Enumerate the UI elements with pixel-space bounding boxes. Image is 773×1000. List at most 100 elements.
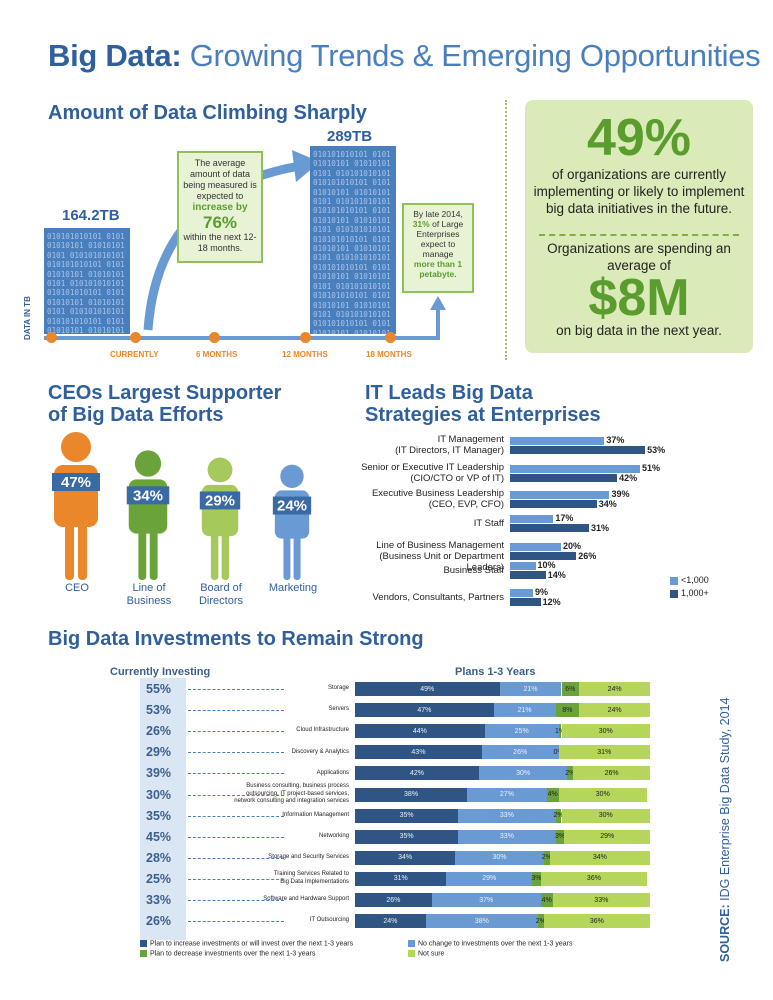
percent-badge-bg — [126, 486, 170, 505]
bar-segment: 2% — [536, 914, 546, 929]
timeline-label-12m: 12 MONTHS — [282, 350, 328, 359]
section-heading-it-leads: IT Leads Big Data Strategies at Enterpri… — [365, 382, 601, 426]
it-category-label: Business Staff — [443, 564, 504, 576]
investment-category-label: Applications — [316, 769, 349, 776]
it-value-large: 42% — [619, 472, 638, 483]
currently-investing-value: 53% — [146, 703, 172, 718]
stacked-bar: 26% 37% 4% 33% — [355, 893, 650, 907]
investment-category-label: Storage — [327, 685, 349, 692]
investments-legend: Plan to increase investments or will inv… — [140, 940, 660, 962]
y-axis-label: DATA IN TB — [23, 296, 32, 340]
investment-category-label: Discovery & Analytics — [291, 748, 349, 755]
it-bar-large — [510, 597, 541, 606]
investment-category-label: Training Services Related to Big Data Imp… — [273, 871, 349, 885]
it-bar-large — [510, 499, 597, 508]
stacked-bar: 42% 30% 2% 26% — [355, 766, 650, 781]
legend-notsure: Not sure — [408, 950, 444, 957]
bar-segment: 36% — [543, 914, 650, 929]
it-value-large: 53% — [647, 444, 666, 455]
stacked-bar: 31% 29% 3% 36% — [355, 871, 650, 886]
bar-segment: 2% — [553, 808, 564, 823]
it-bar-small — [510, 490, 610, 499]
person-leg-right — [149, 530, 158, 580]
person-leg-left — [138, 530, 147, 580]
it-value-large: 31% — [591, 522, 610, 533]
currently-investing-value: 33% — [146, 893, 172, 907]
timeline-dot-3 — [300, 332, 311, 343]
supporter-figures: 47% 34% 29% 24% — [52, 432, 312, 580]
investment-category-label: IT Outsourcing — [309, 917, 349, 924]
panel-divider — [539, 234, 739, 236]
petabyte-callout: By late 2014, 31% of Large Enterprises e… — [402, 203, 474, 293]
bar-segment: 34% — [355, 850, 456, 865]
it-bar-large — [510, 473, 618, 482]
currently-investing-value: 55% — [146, 682, 172, 696]
future-data-bar: 010101010101 010101010101 010101010101 0… — [310, 146, 396, 334]
person-head — [61, 432, 91, 462]
it-bar-small — [510, 514, 554, 523]
page-title: Big Data: Growing Trends & Emerging Oppo… — [48, 38, 761, 73]
legend-small-enterprise: <1,000 — [670, 574, 709, 587]
it-value-small: 37% — [606, 434, 625, 445]
investments-chart: 55% Storage 49% 21% 6% 24% 53% Servers 47% 21% 8% 2… — [140, 680, 660, 940]
legend-large-enterprise: 1,000+ — [670, 587, 709, 600]
stat-8m-text: on big data in the next year. — [556, 323, 722, 338]
it-value-small: 39% — [611, 488, 630, 499]
bar-segment: 21% — [499, 682, 562, 696]
it-category-label: IT Management (IT Directors, IT Manager) — [395, 434, 504, 456]
bar-segment: 26% — [573, 766, 650, 781]
supporter-labels: CEO Line of Business Board of Directors Mar… — [40, 582, 330, 612]
bar-segment: 31% — [355, 871, 447, 886]
bar-segment: 4% — [546, 787, 559, 802]
it-value-large: 34% — [598, 498, 617, 509]
increase-callout: The average amount of data being measure… — [177, 151, 263, 263]
person-label-2: Board of Directors — [198, 582, 243, 607]
legend-decrease: Plan to decrease investments over the ne… — [140, 950, 315, 957]
percent-badge-0: 47% — [61, 474, 91, 491]
section-divider — [505, 100, 507, 360]
dashed-arrow — [188, 836, 284, 838]
it-value-large: 12% — [542, 596, 561, 607]
bar-segment: 33% — [552, 893, 650, 907]
timeline-dot-1 — [130, 332, 141, 343]
bar-segment: 29% — [564, 829, 650, 844]
it-value-small: 9% — [534, 586, 548, 597]
bar-segment: 26% — [481, 745, 559, 760]
bar-segment: 38% — [425, 914, 538, 929]
section-heading-data-amount: Amount of Data Climbing Sharply — [48, 102, 367, 124]
person-leg-right — [293, 535, 301, 580]
bar-segment: 49% — [355, 682, 500, 696]
bar-segment: 30% — [478, 766, 568, 781]
bar-segment: 35% — [355, 808, 459, 823]
section-heading-ceos: CEOs Largest Supporter of Big Data Effor… — [48, 382, 282, 426]
bar-segment: 31% — [558, 745, 650, 760]
stacked-bar: 49% 21% 6% 24% — [355, 682, 650, 696]
percent-badge-3: 24% — [277, 498, 307, 515]
investment-category-label: Networking — [318, 832, 349, 839]
bar-segment: 30% — [561, 724, 650, 739]
legend-nochange: No change to investments over the next 1… — [408, 940, 572, 947]
petabyte-arrowhead — [430, 296, 446, 310]
bar-segment: 33% — [458, 808, 556, 823]
it-value-small: 10% — [537, 559, 556, 570]
stat-8m-intro: Organizations are spending an average of — [547, 241, 731, 273]
person-head — [134, 450, 162, 477]
timeline-label-6m: 6 MONTHS — [196, 350, 238, 359]
bar-segment: 2% — [565, 766, 575, 781]
percent-badge-bg — [272, 496, 312, 515]
currently-investing-value: 30% — [146, 787, 172, 802]
growth-curve-arrowhead — [292, 150, 320, 182]
current-data-bar: 010101010101 010101010101 010101010101 0… — [44, 228, 130, 334]
person-leg-right — [78, 523, 87, 580]
bar-segment: 37% — [431, 893, 541, 907]
plans-heading: Plans 1-3 Years — [455, 666, 536, 678]
future-data-value: 289TB — [327, 128, 373, 145]
investment-category-label: Business consulting, business process out… — [234, 783, 349, 805]
currently-investing-value: 26% — [146, 914, 172, 929]
it-value-large: 26% — [578, 550, 597, 561]
it-bar-large — [510, 523, 590, 532]
person-figure-0: 47% — [52, 432, 100, 580]
stacked-bar: 38% 27% 4% 30% — [355, 787, 650, 802]
bar-segment: 42% — [355, 766, 479, 781]
person-label-0: CEO — [65, 582, 89, 594]
